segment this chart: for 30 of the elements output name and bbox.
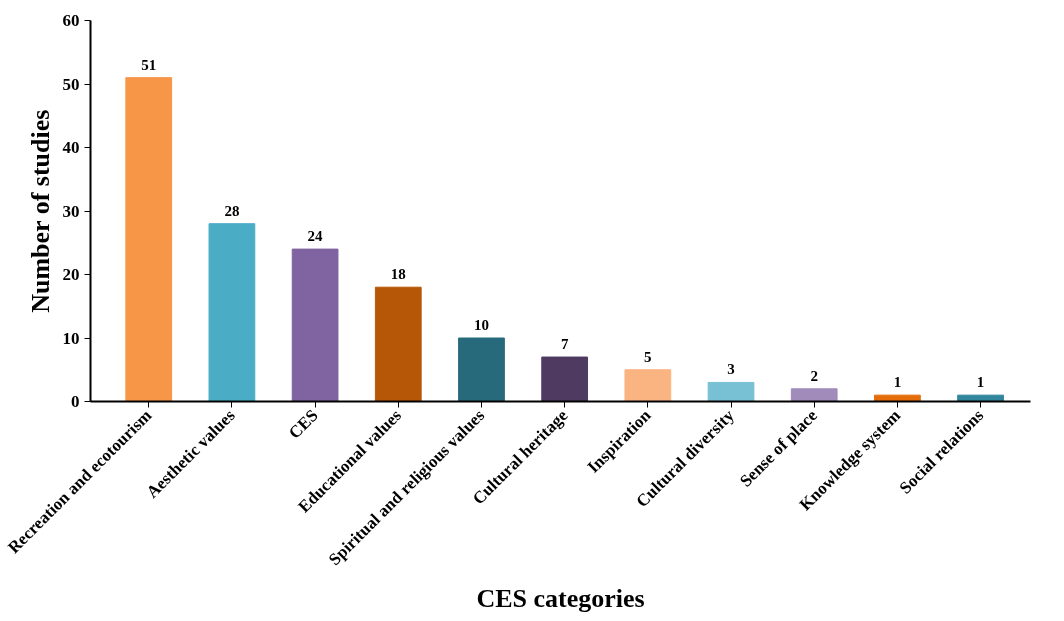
x-axis-title: CES categories — [476, 583, 645, 613]
bar — [541, 356, 589, 402]
data-label: 51 — [141, 56, 157, 73]
y-tick-label: 60 — [62, 11, 80, 30]
bar — [125, 77, 173, 402]
y-tick-label: 30 — [62, 201, 80, 221]
y-tick-label: 50 — [62, 74, 80, 94]
data-label: 2 — [810, 367, 818, 384]
y-tick-label: 0 — [71, 392, 80, 411]
data-label: 24 — [307, 228, 324, 245]
data-label: 3 — [727, 361, 735, 378]
data-label: 7 — [560, 336, 569, 353]
data-label: 5 — [644, 348, 652, 365]
bar — [291, 248, 339, 402]
data-label: 1 — [893, 374, 902, 391]
y-tick-label: 40 — [62, 138, 80, 157]
data-label: 10 — [473, 317, 489, 333]
data-label: 1 — [976, 374, 985, 391]
data-label: 28 — [224, 202, 240, 219]
data-label: 18 — [390, 266, 406, 283]
bar — [790, 388, 838, 402]
x-tick-label: CES — [285, 405, 322, 443]
bar — [707, 381, 755, 402]
y-tick-label: 10 — [62, 328, 80, 348]
bar — [624, 369, 672, 402]
bar — [458, 337, 505, 402]
bar — [208, 223, 256, 402]
y-axis-title: Number of studies — [25, 109, 55, 313]
bar — [374, 286, 422, 402]
y-tick-label: 20 — [62, 265, 80, 284]
